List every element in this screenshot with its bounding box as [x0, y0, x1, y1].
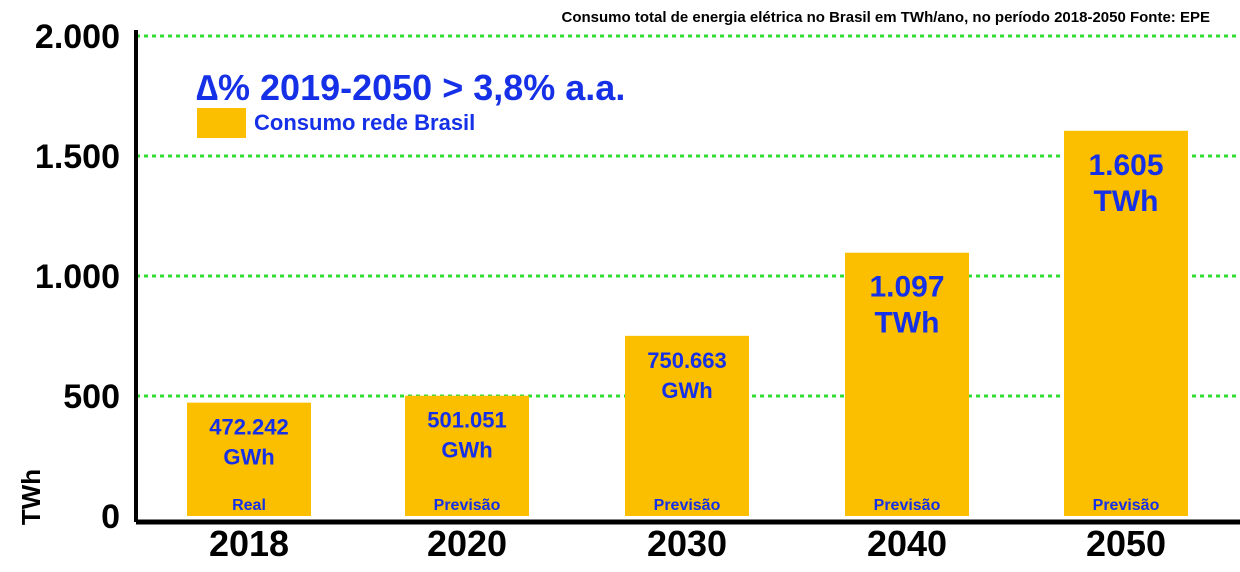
bar-data-label: GWh — [223, 445, 274, 470]
y-axis-label: TWh — [16, 469, 46, 525]
bar-data-label: TWh — [1094, 185, 1159, 218]
bar-data-label: 1.605 — [1088, 149, 1163, 182]
bar-data-label: TWh — [875, 307, 940, 340]
bar-status-note: Previsão — [654, 497, 721, 514]
y-tick-label: 0 — [101, 498, 120, 536]
y-tick-label: 1.500 — [35, 138, 120, 176]
bar-status-note: Previsão — [874, 497, 941, 514]
y-axis-ticks: 0 500 1.000 1.500 2.000 — [35, 18, 120, 536]
bar-status-note: Previsão — [1093, 497, 1160, 514]
y-tick-label: 500 — [63, 378, 120, 416]
bar — [405, 395, 529, 516]
legend-label: Consumo rede Brasil — [254, 110, 475, 135]
x-tick-label: 2050 — [1086, 523, 1166, 564]
x-tick-label: 2018 — [209, 523, 289, 564]
chart-title: Consumo total de energia elétrica no Bra… — [562, 9, 1210, 26]
bar-status-note: Previsão — [434, 497, 501, 514]
bar-data-label: 472.242 — [209, 415, 289, 440]
x-tick-label: 2040 — [867, 523, 947, 564]
bar — [845, 252, 969, 516]
bar-status-note: Real — [232, 497, 266, 514]
bar-data-label: 1.097 — [869, 271, 944, 304]
y-tick-label: 2.000 — [35, 18, 120, 56]
legend-swatch — [197, 108, 246, 138]
y-tick-label: 1.000 — [35, 258, 120, 296]
bar-data-label: 750.663 — [647, 348, 727, 373]
x-tick-label: 2020 — [427, 523, 507, 564]
bar-data-labels: 472.242 GWh Real 501.051 GWh Previsão 750.663 G… — [209, 149, 1163, 514]
bar — [625, 335, 749, 516]
bar — [1064, 130, 1188, 517]
x-axis-ticks: 2018 2020 2030 2040 2050 — [209, 523, 1166, 564]
legend: Consumo rede Brasil — [197, 108, 475, 138]
bars — [187, 130, 1188, 517]
growth-annotation: ∆% 2019-2050 > 3,8% a.a. — [196, 67, 625, 108]
x-tick-label: 2030 — [647, 523, 727, 564]
bar-data-label: GWh — [661, 378, 712, 403]
bar-data-label: 501.051 — [427, 408, 507, 433]
bar — [187, 402, 311, 516]
bar-data-label: GWh — [441, 438, 492, 463]
